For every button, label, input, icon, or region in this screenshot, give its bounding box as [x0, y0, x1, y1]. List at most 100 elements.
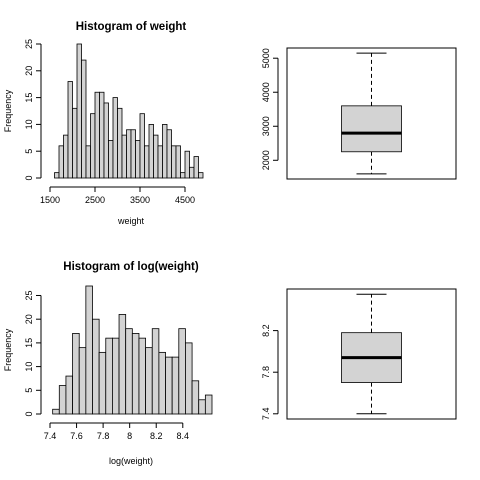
- y-tick-label: 10: [24, 119, 34, 129]
- y-tick-label: 20: [24, 66, 34, 76]
- histogram-bar: [135, 140, 141, 179]
- chart-title: Histogram of log(weight): [63, 261, 199, 273]
- histogram-bar: [184, 150, 190, 179]
- y-tick-label: 25: [24, 290, 34, 300]
- histogram-bar: [92, 318, 100, 415]
- y-tick-label: 15: [24, 338, 34, 348]
- histogram-bar: [162, 124, 168, 179]
- histogram-log-weight-panel: Histogram of log(weight) 7.4 7.6 7.8 8 8.2 8.4…: [3, 261, 213, 466]
- x-tick-label: 7.6: [70, 431, 83, 441]
- histogram-bar: [144, 145, 150, 179]
- y-axis-label: Frequency: [3, 89, 13, 132]
- y-tick-label: 0: [24, 411, 34, 416]
- histogram-bar: [158, 351, 166, 415]
- x-tick-label: 3500: [130, 195, 150, 205]
- histogram-bar: [180, 172, 186, 179]
- histogram-bar: [72, 333, 80, 415]
- histogram-bar: [204, 394, 213, 415]
- histogram-bar: [121, 134, 127, 179]
- chart-title: Histogram of weight: [76, 21, 187, 33]
- histogram-bar: [65, 375, 73, 415]
- histogram-bar: [198, 172, 204, 179]
- x-axis-label: weight: [117, 216, 145, 226]
- histogram-bar: [112, 97, 118, 179]
- y-tick-label: 5000: [261, 48, 271, 68]
- histogram-bar: [189, 166, 195, 179]
- histogram-bar: [99, 91, 105, 179]
- histogram-bar: [191, 380, 200, 415]
- y-tick-label: 7.4: [261, 408, 271, 421]
- plot-frame: [286, 288, 457, 420]
- y-tick-label: 3000: [261, 116, 271, 136]
- histogram-bar: [130, 129, 136, 179]
- y-tick-label: 25: [24, 39, 34, 49]
- histogram-bar: [171, 356, 180, 415]
- histogram-bar: [185, 342, 193, 415]
- histogram-bar: [76, 43, 82, 179]
- histogram-bar: [153, 134, 159, 179]
- y-tick-label: 8.2: [261, 324, 271, 337]
- histogram-bar: [90, 113, 96, 179]
- x-tick-label: 4500: [175, 195, 195, 205]
- x-tick-label: 7.8: [97, 431, 110, 441]
- histogram-bar: [94, 91, 100, 179]
- boxplot-log-weight-panel: 7.4 7.8 8.2: [261, 288, 457, 421]
- y-tick-label: 5: [24, 149, 34, 154]
- y-tick-label: 15: [24, 93, 34, 103]
- histogram-bar: [85, 285, 93, 415]
- histogram-bar: [157, 145, 163, 179]
- x-tick-label: 8: [127, 431, 132, 441]
- y-tick-label: 10: [24, 362, 34, 372]
- histogram-bar: [67, 81, 73, 179]
- histogram-bar: [103, 102, 109, 179]
- y-tick-label: 0: [24, 175, 34, 180]
- histogram-bar: [198, 399, 206, 415]
- histogram-bar: [193, 156, 199, 179]
- y-tick-label: 4000: [261, 82, 271, 102]
- x-tick-label: 7.4: [44, 431, 57, 441]
- x-axis-label: log(weight): [109, 456, 153, 466]
- histogram-bar: [52, 408, 60, 415]
- histogram-bar: [81, 59, 87, 179]
- plot-frame: [286, 47, 457, 180]
- y-tick-label: 20: [24, 314, 34, 324]
- histogram-bar: [178, 328, 186, 415]
- histogram-bar: [105, 337, 113, 415]
- histogram-bar: [175, 145, 181, 179]
- y-axis-label: Frequency: [3, 328, 13, 371]
- x-tick-label: 8.4: [177, 431, 190, 441]
- histogram-bar: [78, 347, 87, 415]
- boxplot-weight-panel: 2000 3000 4000 5000: [261, 47, 457, 180]
- histogram-bar: [98, 351, 107, 415]
- histogram-bar: [165, 356, 173, 415]
- histogram-bar: [126, 129, 132, 179]
- histogram-bar: [151, 328, 160, 415]
- histogram-bar: [166, 129, 172, 179]
- histogram-bar: [117, 107, 123, 179]
- histogram-bar: [58, 145, 64, 179]
- histogram-bar: [112, 337, 120, 415]
- histogram-bar: [138, 337, 147, 415]
- histogram-bar: [63, 134, 69, 179]
- histogram-bar: [72, 107, 78, 179]
- histogram-bar: [108, 140, 114, 179]
- x-tick-label: 1500: [40, 195, 60, 205]
- y-tick-label: 5: [24, 388, 34, 393]
- histogram-bar: [58, 385, 67, 415]
- histogram-bar: [125, 328, 133, 415]
- histogram-bar: [145, 347, 153, 415]
- histogram-bar: [118, 314, 127, 415]
- box-iqr: [341, 105, 402, 153]
- y-tick-label: 2000: [261, 150, 271, 170]
- x-tick-label: 2500: [85, 195, 105, 205]
- y-tick-label: 7.8: [261, 366, 271, 379]
- histogram-bar: [54, 172, 60, 179]
- histogram-bar: [171, 145, 177, 179]
- histogram-bar: [148, 124, 154, 179]
- x-tick-label: 8.2: [150, 431, 163, 441]
- histogram-bar: [85, 145, 91, 179]
- histogram-bar: [131, 333, 140, 415]
- histogram-bar: [139, 113, 145, 179]
- histogram-weight-panel: Histogram of weight 1500 2500 3500 4500 weigh…: [3, 21, 204, 226]
